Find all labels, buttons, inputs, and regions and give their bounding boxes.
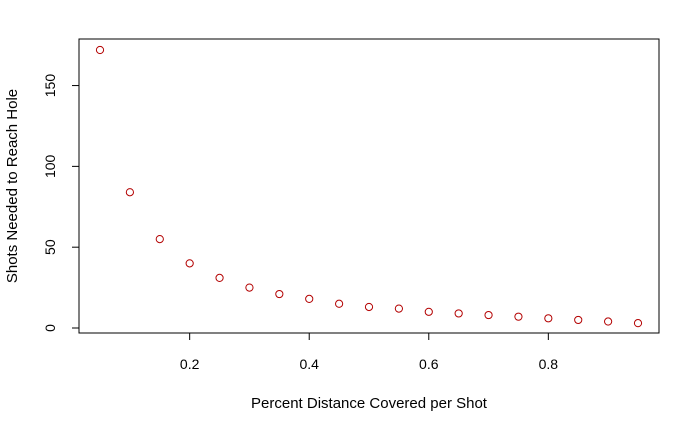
data-point bbox=[394, 304, 403, 313]
data-point bbox=[544, 314, 553, 323]
y-axis: 0 50 100 150 bbox=[42, 74, 80, 332]
data-point bbox=[245, 283, 254, 292]
data-points bbox=[95, 45, 643, 328]
x-tick-label: 0.6 bbox=[419, 356, 439, 372]
plot-frame bbox=[78, 38, 660, 334]
data-point bbox=[514, 312, 523, 321]
y-tick-label: 50 bbox=[42, 239, 58, 255]
data-point bbox=[185, 259, 194, 268]
y-tick-label: 0 bbox=[42, 324, 58, 332]
y-axis-title: Shots Needed to Reach Hole bbox=[4, 89, 21, 283]
x-axis: 0.2 0.4 0.6 0.8 bbox=[180, 332, 559, 372]
data-point bbox=[305, 294, 314, 304]
data-point bbox=[125, 188, 134, 197]
data-point bbox=[484, 310, 493, 320]
data-point bbox=[155, 235, 164, 244]
data-point bbox=[335, 299, 344, 308]
x-tick-label: 0.8 bbox=[539, 356, 559, 372]
data-point bbox=[633, 319, 643, 328]
data-point bbox=[275, 289, 284, 299]
data-point bbox=[574, 315, 583, 325]
x-tick-label: 0.4 bbox=[299, 356, 319, 372]
y-tick-label: 100 bbox=[42, 154, 58, 178]
data-point bbox=[424, 307, 433, 316]
data-point bbox=[454, 309, 463, 318]
data-point bbox=[95, 45, 105, 55]
y-tick-label: 150 bbox=[42, 74, 58, 98]
x-axis-title: Percent Distance Covered per Shot bbox=[251, 395, 488, 412]
x-tick-label: 0.2 bbox=[180, 356, 200, 372]
data-point bbox=[215, 273, 224, 282]
data-point bbox=[604, 317, 613, 326]
data-point bbox=[364, 302, 374, 312]
